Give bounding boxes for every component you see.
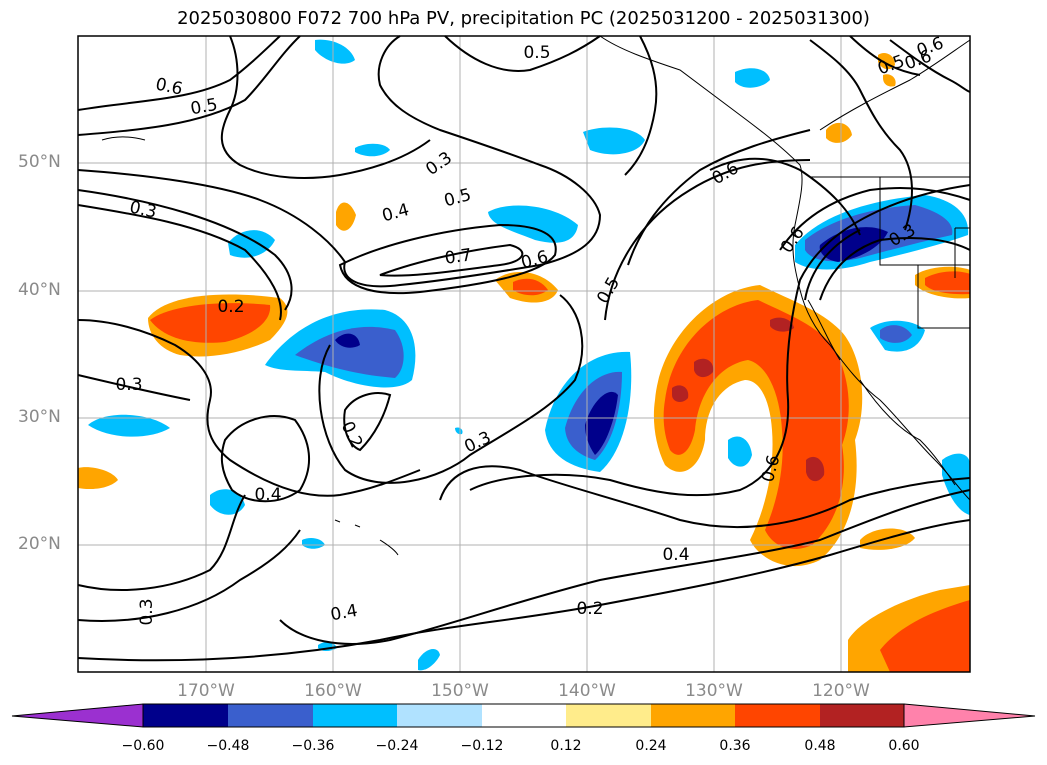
lon-label-120w: 120°W: [812, 681, 870, 701]
colorbar-extend-high: [903, 703, 1036, 728]
colorbar-tick: −0.12: [460, 738, 504, 754]
colorbar-bin: [313, 704, 397, 727]
colorbar-tick: 0.48: [804, 738, 836, 754]
lat-label-30n: 30°N: [18, 407, 61, 427]
coastlines: [101, 35, 971, 556]
colorbar-tick: −0.24: [375, 738, 419, 754]
contour-label: 0.7: [444, 245, 474, 269]
colorbar-tick: −0.60: [121, 738, 165, 754]
colorbar: [11, 703, 1036, 728]
contour-label: 0.3: [422, 148, 456, 180]
lon-label-150w: 150°W: [431, 681, 489, 701]
lat-label-20n: 20°N: [18, 534, 61, 554]
colorbar-tick: 0.12: [550, 738, 582, 754]
lon-label-130w: 130°W: [685, 681, 743, 701]
lon-label-170w: 170°W: [177, 681, 235, 701]
contour-label: 0.4: [662, 545, 689, 565]
colorbar-extend-low: [11, 703, 144, 728]
contour-label: 0.3: [461, 428, 494, 458]
colorbar-tick: 0.36: [719, 738, 751, 754]
contour-label: 0.6: [154, 75, 185, 100]
colorbar-bin: [566, 704, 651, 727]
colorbar-bin: [651, 704, 735, 727]
precip-shading: [78, 39, 970, 672]
colorbar-bin: [735, 704, 820, 727]
contour-label: 0.5: [442, 185, 473, 211]
graticule: [78, 36, 970, 672]
pv-contours: [77, 35, 971, 662]
contour-label: 0.6: [519, 247, 550, 273]
colorbar-tick: −0.48: [206, 738, 250, 754]
colorbar-bin: [482, 704, 566, 727]
colorbar-tick: 0.24: [635, 738, 667, 754]
colorbar-tick: 0.60: [888, 738, 920, 754]
lat-label-50n: 50°N: [18, 152, 61, 172]
colorbar-bin: [228, 704, 313, 727]
colorbar-bin: [397, 704, 482, 727]
contour-label: 0.4: [380, 200, 411, 226]
contour-label: 0.4: [254, 485, 281, 505]
map-frame: [77, 35, 971, 673]
contour-label: 0.4: [329, 601, 359, 625]
contour-label: 0.3: [128, 198, 159, 223]
contour-label: 0.3: [137, 598, 157, 625]
colorbar-tick: −0.36: [291, 738, 335, 754]
contour-label: 0.5: [189, 95, 219, 119]
colorbar-bin: [820, 704, 904, 727]
colorbar-outline: [142, 703, 905, 728]
contour-label: 0.3: [115, 375, 142, 395]
lat-label-40n: 40°N: [18, 280, 61, 300]
contour-label: 0.2: [576, 599, 603, 619]
contour-label: 0.2: [217, 297, 244, 317]
contour-label: 0.2: [337, 418, 367, 451]
contour-label: 0.5: [593, 274, 624, 307]
lon-label-160w: 160°W: [304, 681, 362, 701]
contour-label: 0.5: [523, 43, 550, 63]
colorbar-bin: [143, 704, 228, 727]
map-title: 2025030800 F072 700 hPa PV, precipitatio…: [177, 8, 870, 29]
lon-label-140w: 140°W: [558, 681, 616, 701]
